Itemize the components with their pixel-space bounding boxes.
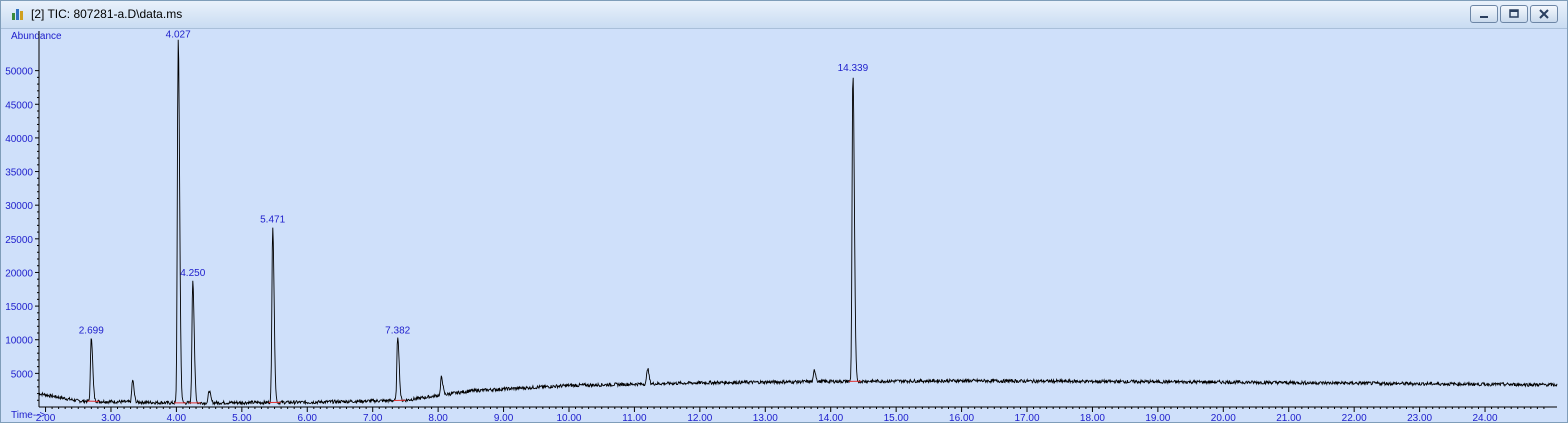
title-bar[interactable]: [2] TIC: 807281-a.D\data.ms [1,1,1567,29]
y-tick-label: 50000 [5,67,33,78]
y-tick-label: 45000 [5,100,33,111]
x-tick-label: 21.00 [1276,413,1301,422]
y-tick-label: 25000 [5,235,33,246]
peak-label: 4.027 [166,29,191,40]
x-tick-label: 10.00 [556,413,581,422]
y-tick-label: 30000 [5,201,33,212]
x-tick-label: 6.00 [298,413,318,422]
peak-label: 7.382 [385,325,410,336]
x-tick-label: 20.00 [1211,413,1236,422]
y-axis-title: Abundance [11,31,62,42]
x-tick-label: 23.00 [1407,413,1432,422]
x-tick-label: 13.00 [753,413,778,422]
tic-trace [38,39,1558,407]
x-tick-label: 2.00 [36,413,56,422]
x-tick-label: 8.00 [428,413,448,422]
restore-button[interactable] [1500,5,1528,23]
y-tick-label: 10000 [5,336,33,347]
peak-label: 5.471 [260,214,285,225]
restore-icon [1509,9,1519,18]
x-axis-title: Time--> [11,410,46,421]
y-tick-label: 40000 [5,134,33,145]
x-tick-label: 14.00 [818,413,843,422]
minimize-button[interactable] [1470,5,1498,23]
y-tick-label: 20000 [5,268,33,279]
x-tick-label: 9.00 [494,413,514,422]
window-title: [2] TIC: 807281-a.D\data.ms [31,7,183,21]
peak-label: 14.339 [838,63,869,74]
chromatogram-plot[interactable]: Abundance Time--> 5000 10000 15000 20000 250… [1,29,1567,422]
x-tick-label: 18.00 [1080,413,1105,422]
x-tick-label: 11.00 [622,413,647,422]
x-tick-label: 12.00 [687,413,712,422]
y-tick-label: 5000 [11,369,34,380]
minimize-icon [1480,16,1488,18]
x-tick-label: 7.00 [363,413,383,422]
x-tick-label: 24.00 [1473,413,1498,422]
chart-svg: Abundance Time--> 5000 10000 15000 20000 250… [5,29,1558,422]
peak-label: 4.250 [180,268,205,279]
y-tick-label: 15000 [5,302,33,313]
app-icon [12,9,23,20]
x-tick-label: 15.00 [884,413,909,422]
x-tick-label: 19.00 [1145,413,1170,422]
peak-label: 2.699 [79,325,104,336]
y-tick-label: 35000 [5,168,33,179]
x-tick-label: 5.00 [232,413,252,422]
x-tick-label: 4.00 [167,413,187,422]
close-icon [1539,9,1549,19]
close-button[interactable] [1530,5,1558,23]
x-tick-label: 17.00 [1014,413,1039,422]
x-tick-label: 3.00 [101,413,121,422]
x-tick-label: 22.00 [1342,413,1367,422]
x-tick-label: 16.00 [949,413,974,422]
